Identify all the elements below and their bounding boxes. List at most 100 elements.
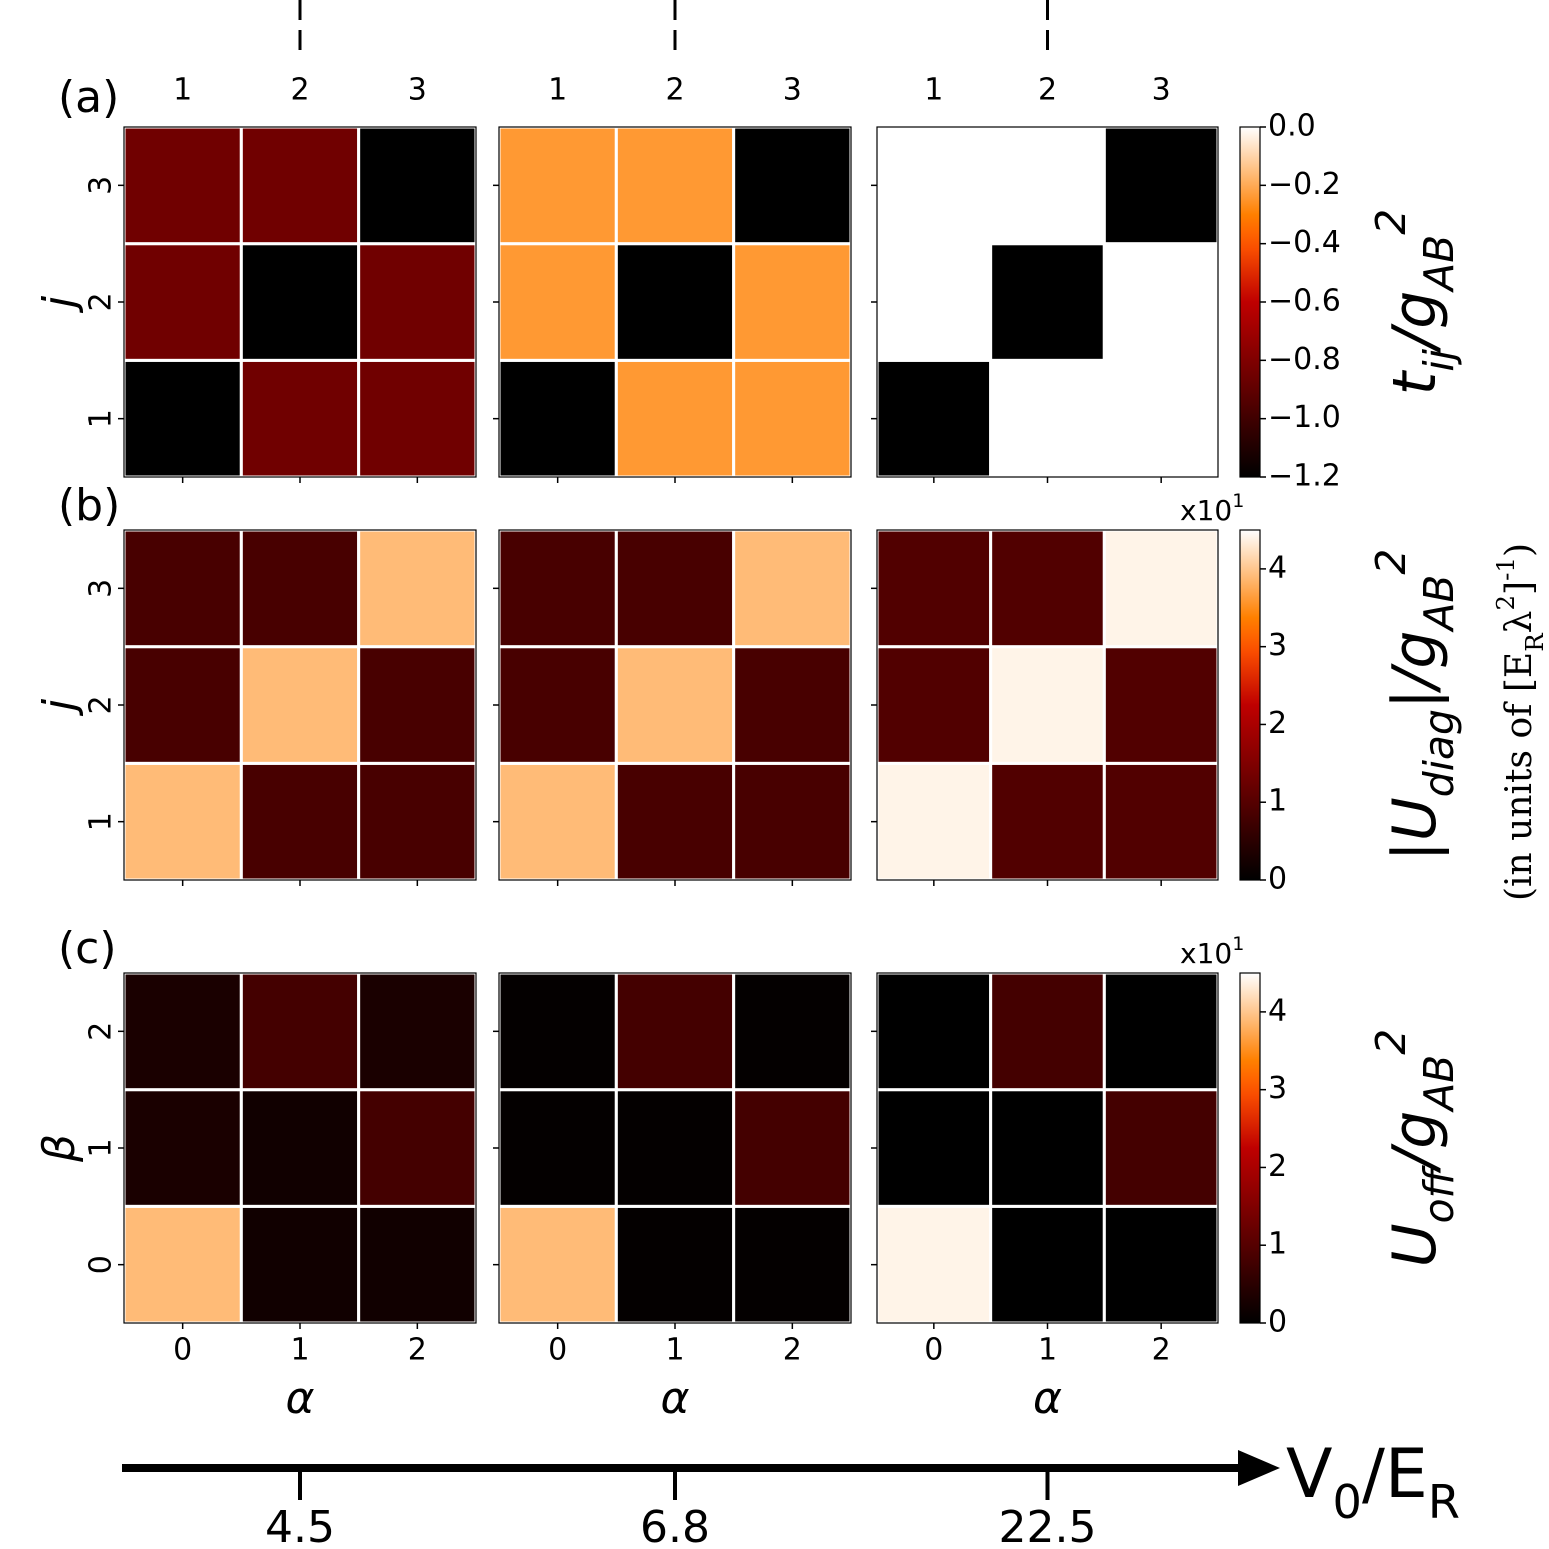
x-axis-label: α: [285, 1373, 314, 1424]
heatmap-cell: [357, 645, 478, 765]
y-tick-label: 1: [84, 812, 119, 831]
heatmap-cell: [497, 358, 618, 479]
heatmap-cell: [497, 528, 618, 649]
colorbar-label: |Udiag|/gAB2: [1367, 549, 1463, 862]
heatmap-cell: [497, 242, 618, 362]
x-tick-label: 1: [1038, 1333, 1057, 1368]
heatmap-cell: [989, 242, 1106, 362]
colorbar-tick-label: −1.0: [1268, 400, 1341, 435]
heatmap-cell: [497, 971, 618, 1092]
colorbar-multiplier-part: x10: [1180, 937, 1232, 970]
heatmap-cell: [239, 971, 361, 1092]
heatmap-cell: [732, 1088, 853, 1208]
heatmap-cell: [1102, 645, 1220, 765]
y-tick-label: 2: [84, 1022, 119, 1041]
colorbar-label-part: AB: [1415, 575, 1463, 634]
colorbar-tick-label: 3: [1268, 1071, 1287, 1106]
x-tick-label: 3: [408, 73, 427, 108]
heatmap-cell: [239, 1204, 361, 1325]
colorbar-tick-label: −0.2: [1268, 167, 1341, 202]
heatmap-cell: [239, 761, 361, 882]
x-tick-label: 2: [290, 73, 309, 108]
x-tick-label: 0: [173, 1333, 192, 1368]
colorbar-tick-label: 2: [1268, 1149, 1287, 1184]
heatmap-cell: [732, 761, 853, 882]
y-tick-label: 3: [84, 176, 119, 195]
colorbar-tick-label: 2: [1268, 706, 1287, 741]
heatmap-cell: [614, 528, 736, 649]
heatmap-cell: [614, 645, 736, 765]
units-note-part: R: [1520, 632, 1549, 652]
colorbar-multiplier-part: 1: [1232, 490, 1244, 512]
heatmap-cell: [497, 125, 618, 246]
heatmap-cell: [497, 1088, 618, 1208]
x-tick-label: 1: [290, 1333, 309, 1368]
heatmap-cell: [122, 761, 243, 882]
colorbar-label-part: U: [1380, 1223, 1450, 1267]
heatmap-cell: [989, 125, 1106, 246]
heatmap-cell: [732, 645, 853, 765]
heatmap-cell: [989, 971, 1106, 1092]
units-note-part: ]: [1499, 581, 1540, 595]
heatmap-cell: [239, 528, 361, 649]
colorbar-label-part: 2: [1367, 1029, 1415, 1055]
heatmap-cell: [732, 125, 853, 246]
heatmap-cell: [875, 358, 993, 479]
heatmap-cell: [1102, 1088, 1220, 1208]
colorbar-multiplier-part: x10: [1180, 494, 1232, 527]
heatmap-cell: [875, 242, 993, 362]
x-tick-label: 1: [548, 73, 567, 108]
y-tick-label: 3: [84, 579, 119, 598]
v0-axis-label-part: 0: [1333, 1475, 1362, 1529]
heatmap-cell: [732, 1204, 853, 1325]
heatmap-cell: [1102, 761, 1220, 882]
colorbar-label-part: ij: [1415, 348, 1463, 371]
colorbar-multiplier: x101: [1180, 490, 1244, 528]
heatmap-cell: [357, 242, 478, 362]
units-note-part: -1: [1491, 557, 1520, 581]
colorbar-tick-label: −0.4: [1268, 225, 1341, 260]
heatmap-cell: [122, 971, 243, 1092]
x-tick-label: 2: [1038, 73, 1057, 108]
heatmap-cell: [614, 971, 736, 1092]
x-tick-label: 2: [1152, 1333, 1171, 1368]
heatmap-cell: [497, 761, 618, 882]
colorbar-label-part: t: [1380, 369, 1450, 395]
y-axis-label: j: [34, 295, 85, 313]
heatmap-cell: [614, 1204, 736, 1325]
heatmap-cell: [1102, 528, 1220, 649]
units-note-part: ): [1499, 543, 1540, 557]
heatmap-cell: [1102, 242, 1220, 362]
colorbar-tick-label: 0.0: [1268, 109, 1316, 144]
heatmap-cell: [1102, 971, 1220, 1092]
heatmap-cell: [875, 971, 993, 1092]
x-tick-label: 3: [783, 73, 802, 108]
colorbar-tick-label: −0.8: [1268, 342, 1341, 377]
heatmap-cell: [875, 761, 993, 882]
x-axis-label: α: [660, 1373, 689, 1424]
colorbar-label-part: AB: [1415, 235, 1463, 294]
units-note-part: 2: [1491, 595, 1520, 611]
panel-label: (c): [58, 923, 117, 974]
heatmap-cell: [875, 528, 993, 649]
colorbar-label-part: |/g: [1380, 631, 1450, 710]
heatmap-cell: [614, 1088, 736, 1208]
v0-axis-label: V0/ER: [1286, 1435, 1460, 1529]
heatmap-cell: [989, 528, 1106, 649]
heatmap-cell: [239, 358, 361, 479]
heatmap-cell: [122, 125, 243, 246]
x-tick-label: 3: [1152, 73, 1171, 108]
heatmap-cell: [497, 645, 618, 765]
x-tick-label: 1: [924, 73, 943, 108]
y-tick-label: 2: [84, 292, 119, 311]
heatmap-cell: [357, 1088, 478, 1208]
heatmap-cell: [122, 242, 243, 362]
colorbar-label: Uoff/gAB2: [1367, 1029, 1463, 1268]
heatmap-cell: [357, 358, 478, 479]
colorbar-tick-label: 3: [1268, 628, 1287, 663]
colorbar-label-part: 2: [1367, 549, 1415, 575]
heatmap-cell: [614, 125, 736, 246]
x-tick-label: 0: [924, 1333, 943, 1368]
heatmap-cell: [1102, 125, 1220, 246]
